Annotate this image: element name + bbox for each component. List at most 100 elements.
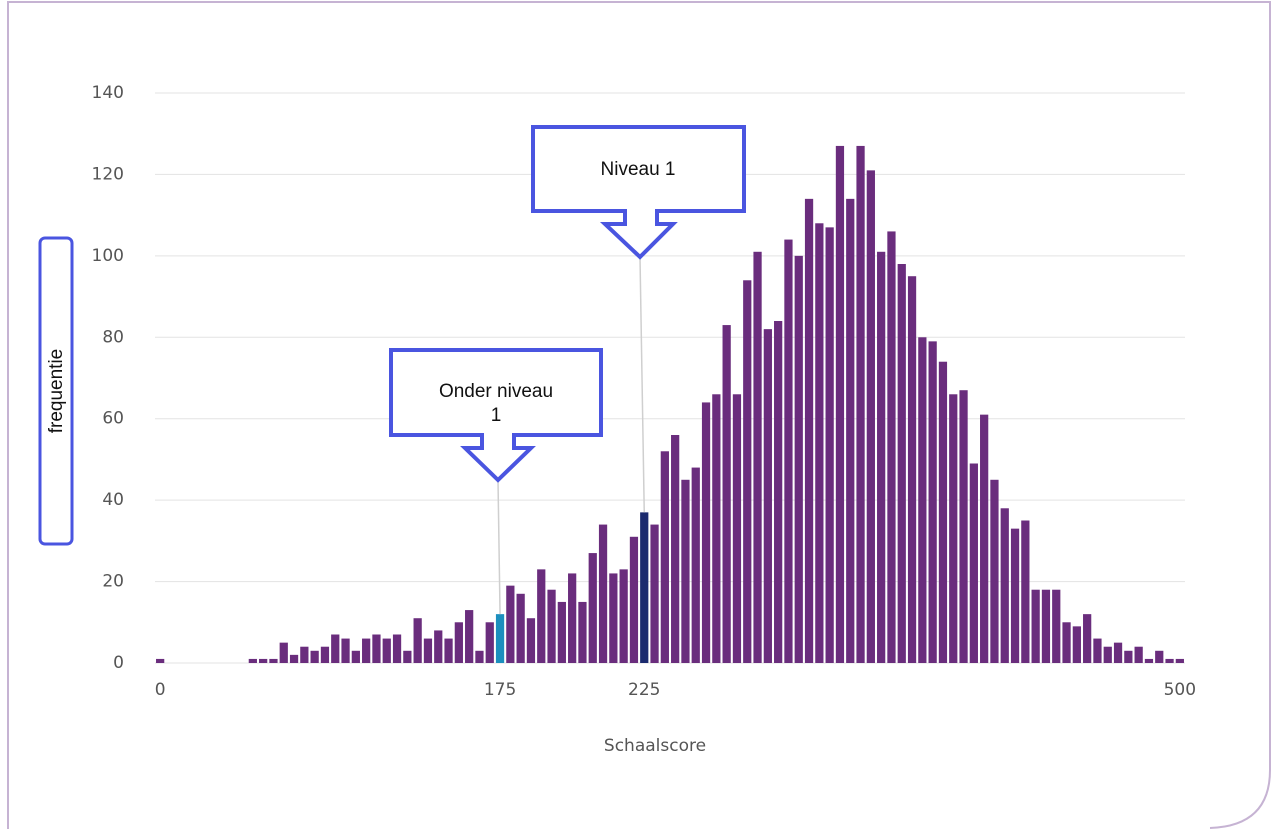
bar <box>928 341 937 663</box>
bar <box>537 569 546 663</box>
bar <box>526 618 536 663</box>
bar <box>959 390 968 663</box>
bar <box>413 618 422 663</box>
bar <box>1093 638 1102 663</box>
bar <box>629 536 639 663</box>
bar <box>609 573 618 663</box>
x-tick-label: 175 <box>484 680 516 700</box>
bar <box>475 650 484 663</box>
bar <box>640 512 649 663</box>
y-axis-label: frequentie <box>46 349 67 434</box>
bar <box>1041 589 1051 663</box>
bar <box>897 264 906 663</box>
bar <box>495 614 505 663</box>
y-tick-label: 0 <box>113 653 124 673</box>
bar <box>794 255 803 663</box>
bar <box>269 658 278 663</box>
y-tick-label: 20 <box>102 572 124 592</box>
leader-line <box>639 256 645 513</box>
y-tick-label: 120 <box>92 164 124 184</box>
bar <box>743 280 752 663</box>
x-tick-label: 225 <box>628 680 660 700</box>
bar <box>578 601 587 663</box>
bar <box>722 325 731 663</box>
plot-area: 0 20 40 60 80 100 120 140 0 175 225 500 <box>92 83 1197 700</box>
bar <box>1124 650 1133 663</box>
bar <box>660 451 669 663</box>
bar <box>372 634 381 663</box>
bar <box>1072 626 1081 663</box>
bar <box>866 170 875 663</box>
bar <box>969 463 978 663</box>
bar <box>753 251 762 664</box>
bar <box>300 646 309 663</box>
bar <box>1083 614 1092 663</box>
bar <box>506 585 515 663</box>
y-tick-label: 100 <box>92 246 124 266</box>
bar <box>856 145 865 663</box>
bar <box>887 231 896 663</box>
bar <box>1021 520 1030 663</box>
bar <box>846 198 855 663</box>
bar <box>598 524 608 663</box>
bar <box>815 223 824 664</box>
y-tick-label: 80 <box>102 327 124 347</box>
bar <box>547 589 556 663</box>
y-tick-label: 40 <box>102 490 124 510</box>
y-tick-label: 140 <box>92 83 124 103</box>
bar <box>825 227 834 663</box>
bar <box>351 650 360 663</box>
bar <box>279 642 288 663</box>
bar <box>877 251 886 664</box>
y-label-box <box>38 236 74 546</box>
bar <box>1052 589 1061 663</box>
bar <box>392 634 402 663</box>
bar <box>1155 650 1164 663</box>
annotation: Onder niveau 1 <box>439 381 553 426</box>
bar <box>701 402 711 663</box>
bar <box>918 337 927 663</box>
bar <box>732 394 742 663</box>
bar <box>434 630 443 663</box>
bar <box>681 479 690 663</box>
bar <box>259 658 268 663</box>
bar <box>403 650 412 663</box>
bar <box>1000 508 1009 663</box>
bar <box>1103 646 1112 663</box>
bar <box>1031 589 1040 663</box>
bar <box>423 638 433 663</box>
y-tick-label: 60 <box>102 409 124 429</box>
bar <box>557 601 566 663</box>
leader-line <box>497 479 501 615</box>
callout <box>531 125 746 260</box>
bar <box>331 634 340 663</box>
bar <box>362 638 371 663</box>
bar <box>619 569 628 663</box>
x-tick-label: 0 <box>155 680 166 700</box>
bar <box>341 638 350 663</box>
bar <box>1113 642 1123 663</box>
frame <box>7 1 1271 829</box>
annotation: Niveau 1 <box>601 159 676 180</box>
bar <box>671 435 680 663</box>
bar <box>949 394 958 663</box>
bar <box>454 622 463 663</box>
bar <box>516 593 525 663</box>
bar <box>444 638 453 663</box>
bar <box>907 276 917 663</box>
bar <box>382 638 391 663</box>
bar <box>465 610 474 663</box>
bar <box>650 524 659 663</box>
bar <box>1165 658 1174 663</box>
bar <box>691 467 700 663</box>
bar <box>248 658 257 663</box>
bar <box>774 321 783 663</box>
bar <box>835 145 845 663</box>
bar <box>804 198 814 663</box>
x-tick-label: 500 <box>1164 680 1196 700</box>
bar <box>1010 528 1020 663</box>
bar <box>938 361 948 663</box>
bar <box>320 646 330 663</box>
bar <box>568 573 577 663</box>
